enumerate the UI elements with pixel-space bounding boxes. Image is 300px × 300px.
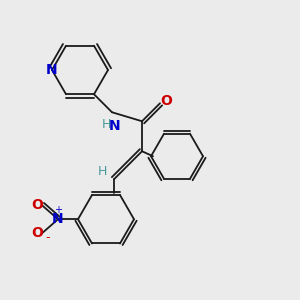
Text: N: N — [109, 119, 121, 133]
Text: H: H — [101, 118, 111, 131]
Text: -: - — [45, 231, 50, 244]
Text: N: N — [46, 63, 58, 77]
Text: O: O — [31, 198, 43, 212]
Text: H: H — [97, 165, 107, 178]
Text: O: O — [31, 226, 43, 240]
Text: N: N — [52, 212, 64, 226]
Text: +: + — [54, 205, 62, 215]
Text: O: O — [160, 94, 172, 108]
